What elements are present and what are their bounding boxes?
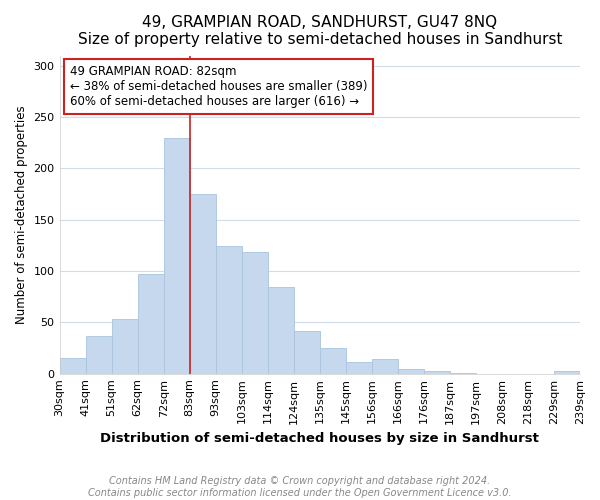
X-axis label: Distribution of semi-detached houses by size in Sandhurst: Distribution of semi-detached houses by … <box>100 432 539 445</box>
Text: 49 GRAMPIAN ROAD: 82sqm
← 38% of semi-detached houses are smaller (389)
60% of s: 49 GRAMPIAN ROAD: 82sqm ← 38% of semi-de… <box>70 65 367 108</box>
Bar <box>86 336 112 374</box>
Bar <box>59 358 86 374</box>
Bar <box>242 252 268 374</box>
Bar <box>294 330 320 374</box>
Bar <box>164 138 190 374</box>
Y-axis label: Number of semi-detached properties: Number of semi-detached properties <box>15 106 28 324</box>
Bar <box>112 320 137 374</box>
Bar <box>554 370 580 374</box>
Bar <box>450 372 476 374</box>
Bar <box>372 360 398 374</box>
Bar <box>398 368 424 374</box>
Bar <box>268 288 294 374</box>
Bar <box>424 370 450 374</box>
Bar <box>137 274 164 374</box>
Title: 49, GRAMPIAN ROAD, SANDHURST, GU47 8NQ
Size of property relative to semi-detache: 49, GRAMPIAN ROAD, SANDHURST, GU47 8NQ S… <box>77 15 562 48</box>
Bar <box>320 348 346 374</box>
Text: Contains HM Land Registry data © Crown copyright and database right 2024.
Contai: Contains HM Land Registry data © Crown c… <box>88 476 512 498</box>
Bar <box>346 362 372 374</box>
Bar <box>215 246 242 374</box>
Bar <box>190 194 215 374</box>
